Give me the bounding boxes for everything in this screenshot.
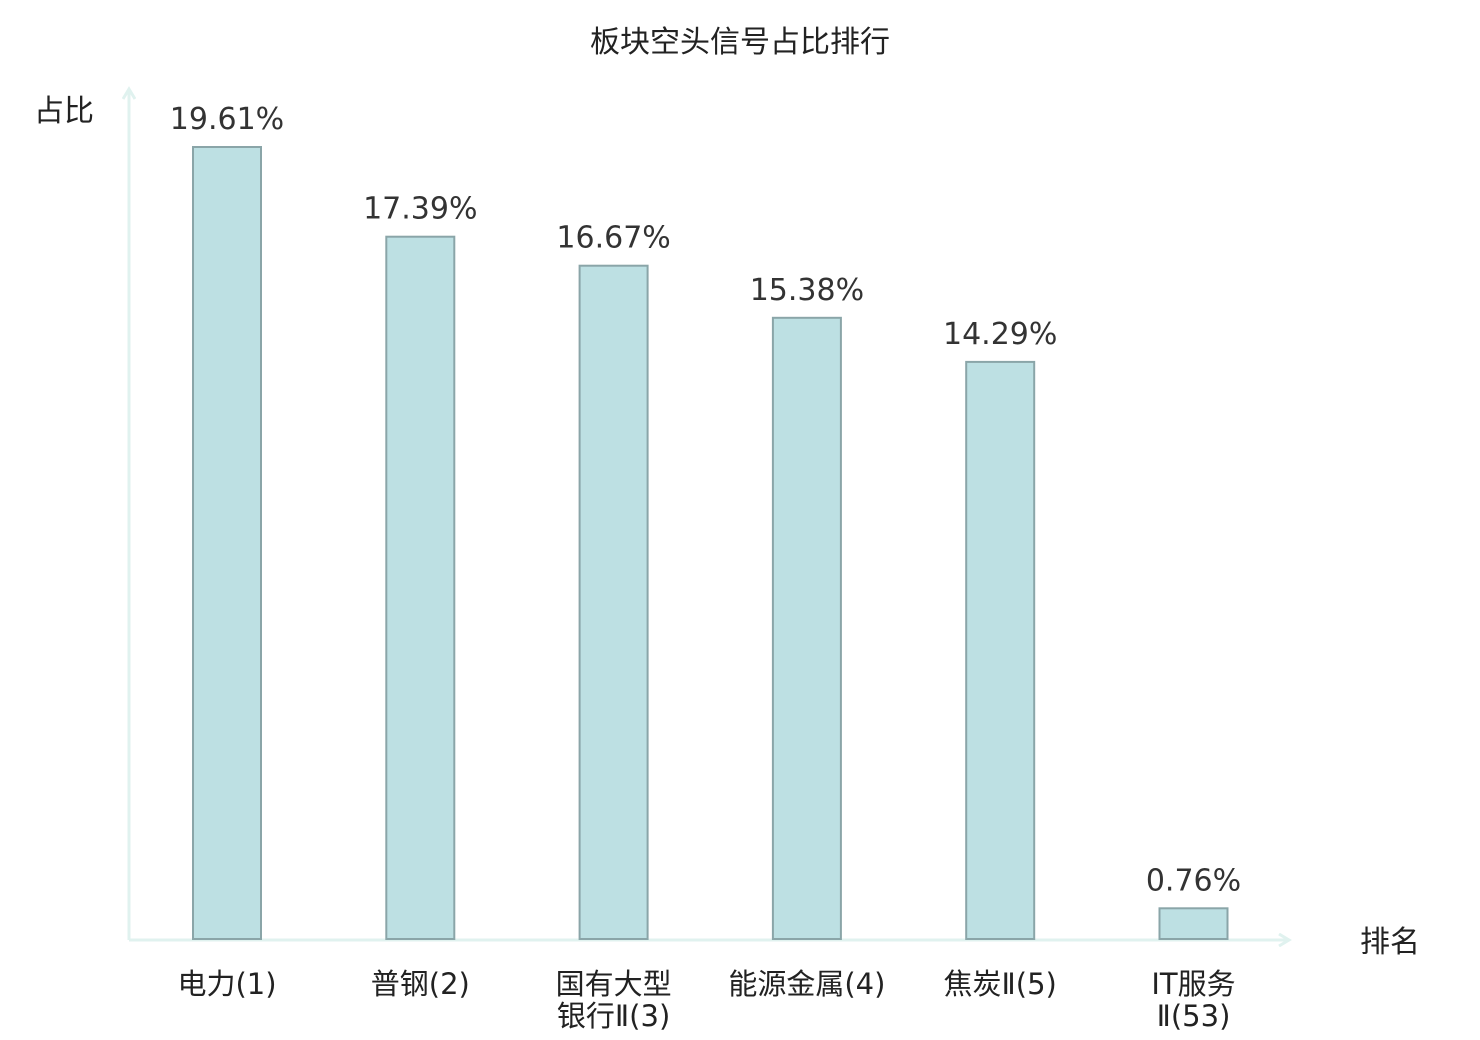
bar-3: [578, 264, 649, 940]
bar-4: [771, 316, 842, 940]
category-label-3-line-2: 银行Ⅱ(3): [557, 999, 670, 1033]
x-axis-label: 排名: [1360, 925, 1420, 960]
value-label-2: 17.39%: [363, 192, 477, 227]
bar-5: [965, 360, 1036, 940]
value-label-1: 19.61%: [170, 102, 284, 137]
chart-title: 板块空头信号占比排行: [590, 25, 890, 60]
value-label-6: 0.76%: [1146, 863, 1241, 898]
value-label-5: 14.29%: [943, 317, 1057, 352]
y-axis-label: 占比: [34, 94, 94, 129]
category-label-6-line-1: IT服务: [1151, 967, 1235, 1001]
category-label-5-line-1: 焦炭Ⅱ(5): [944, 967, 1057, 1001]
bar-6: [1158, 907, 1229, 940]
bar-2: [385, 235, 456, 940]
category-label-1-line-1: 电力(1): [177, 967, 276, 1001]
category-label-2-line-1: 普钢(2): [371, 967, 470, 1001]
value-label-3: 16.67%: [556, 221, 670, 256]
category-label-4-line-1: 能源金属(4): [728, 967, 885, 1001]
value-label-4: 15.38%: [750, 273, 864, 308]
category-label-3-line-1: 国有大型: [556, 967, 672, 1001]
category-label-6-line-2: Ⅱ(53): [1157, 999, 1231, 1033]
bar-1: [192, 146, 262, 940]
